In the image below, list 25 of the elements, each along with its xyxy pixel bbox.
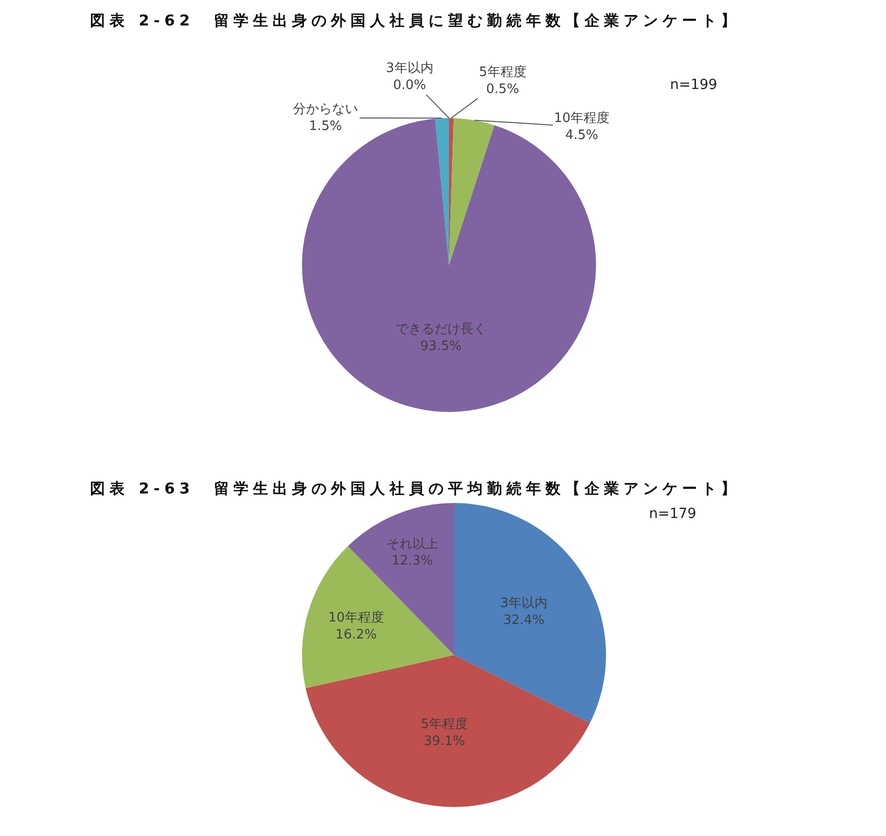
slice-label: 5年程度: [479, 64, 526, 80]
data-label: 16.2%: [335, 627, 377, 642]
slice-label: 10年程度: [554, 110, 610, 126]
data-label: 12.3%: [392, 554, 434, 569]
slice-label: 10年程度: [328, 609, 384, 626]
text: 0.0%: [393, 78, 426, 93]
slice-label: それ以上: [386, 536, 438, 552]
data-label: 1.5%: [308, 118, 342, 134]
data-label: 4.5%: [565, 128, 598, 143]
category-label: 3年以内: [386, 61, 434, 76]
slice-label: できるだけ長く: [395, 322, 486, 338]
pie-slice: [449, 118, 494, 265]
data-label: 39.1%: [424, 734, 466, 750]
slice-label: 5年程度: [420, 716, 468, 732]
pie-slice: [435, 118, 449, 265]
text: n=199: [670, 77, 718, 93]
data-label: 93.5%: [420, 339, 462, 354]
chart-title: 図表 2-63 留学生出身の外国人社員の平均勤続年数【企業アンケート】: [90, 479, 740, 498]
slice-label: 3年以内: [500, 596, 548, 611]
pie-slice: [306, 655, 590, 807]
data-label: 0.5%: [486, 82, 520, 97]
data-label: 32.4%: [503, 612, 545, 628]
slice-label: 分からない: [293, 102, 358, 117]
chart-title: 図表 2-62 留学生出身の外国人社員に望む勤続年数【企業アンケート】: [90, 11, 740, 30]
text: n=179: [649, 506, 696, 522]
